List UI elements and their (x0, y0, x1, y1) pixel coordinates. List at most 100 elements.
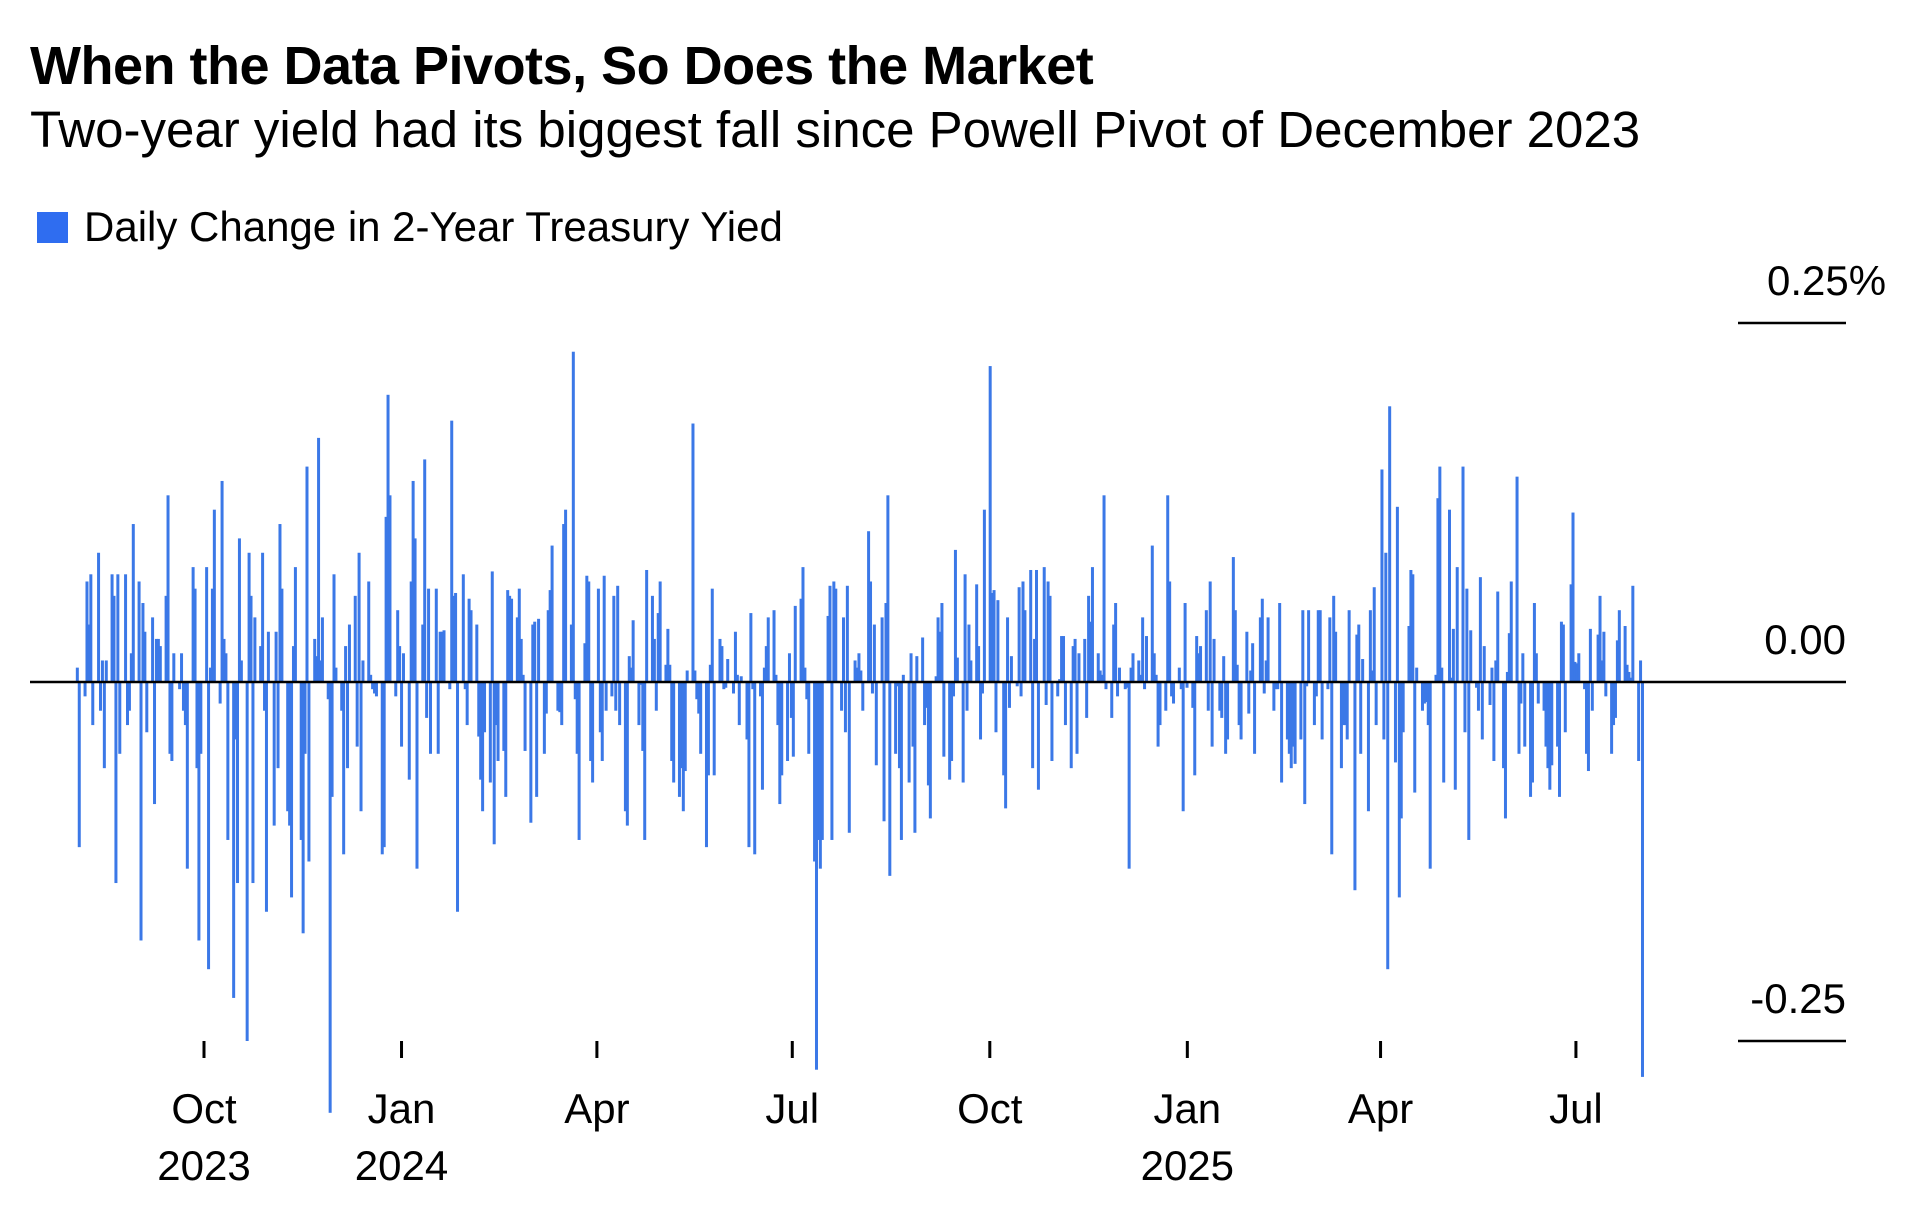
bar (654, 682, 658, 711)
bar (745, 682, 749, 740)
bar (100, 660, 104, 682)
bar (1071, 646, 1075, 682)
x-tick-label-month: Jul (765, 1085, 819, 1132)
x-tick-label-month: Jul (1549, 1085, 1603, 1132)
bar (1166, 495, 1170, 682)
bar (234, 682, 238, 740)
bar (278, 524, 282, 682)
bar (1154, 674, 1158, 682)
bar (1521, 653, 1525, 682)
bar (1442, 682, 1446, 783)
bar (519, 638, 523, 682)
bar (1386, 682, 1390, 970)
bar (398, 646, 402, 682)
bar (1206, 682, 1210, 711)
bar (143, 631, 147, 682)
bar (456, 682, 460, 912)
bar (1276, 682, 1280, 690)
bar (319, 660, 322, 682)
bar (967, 624, 971, 682)
bar (1085, 682, 1089, 718)
bar (340, 682, 344, 711)
bar (760, 682, 764, 790)
bar (245, 682, 249, 1041)
bar (1287, 682, 1291, 754)
bar (1291, 682, 1295, 747)
bar (452, 595, 456, 682)
bar (1438, 466, 1442, 682)
bar (1571, 512, 1575, 682)
bar (1407, 626, 1411, 682)
bar (1293, 682, 1297, 764)
bar (1625, 664, 1629, 682)
bar (1590, 682, 1594, 711)
bar (1449, 677, 1453, 682)
bar (872, 624, 876, 682)
bar (670, 682, 674, 761)
bar (1031, 682, 1035, 769)
bar (948, 682, 952, 780)
bar (979, 682, 983, 740)
bar (847, 682, 851, 833)
bar (1546, 682, 1550, 769)
bar (531, 624, 535, 682)
bar (251, 682, 255, 884)
bar (776, 682, 780, 726)
bar (172, 653, 176, 682)
bar (75, 667, 79, 682)
bar (1075, 682, 1079, 754)
bar (1090, 567, 1094, 682)
bar (637, 682, 641, 726)
bar (726, 659, 730, 682)
bar (1195, 636, 1199, 682)
bar (1150, 545, 1154, 682)
bar (934, 676, 938, 682)
x-tick-label-year: 2023 (157, 1142, 250, 1189)
bar (842, 617, 845, 682)
bar (1058, 679, 1062, 682)
bar (843, 682, 847, 733)
bar (1361, 659, 1365, 682)
bar (1183, 603, 1187, 682)
bars-group (75, 351, 1644, 1113)
bar (772, 610, 776, 682)
bar (535, 682, 539, 797)
bar (1542, 682, 1546, 711)
bar (704, 682, 708, 848)
bar (774, 674, 778, 682)
bar (602, 575, 606, 682)
bar (1556, 682, 1560, 747)
bar (1218, 682, 1222, 711)
bar (126, 682, 129, 726)
bar (98, 682, 102, 711)
bar (859, 670, 863, 682)
bar (977, 646, 981, 682)
bar (1563, 682, 1567, 733)
bar (317, 437, 321, 682)
bar (691, 423, 695, 682)
bar (1502, 682, 1506, 769)
bar (91, 682, 95, 726)
bar (191, 567, 195, 682)
bar (313, 638, 317, 682)
bar (830, 682, 834, 840)
bar (185, 682, 189, 869)
bar (1129, 667, 1133, 682)
bar (1515, 476, 1519, 682)
bar (1266, 617, 1270, 682)
bar (1424, 682, 1428, 703)
bar (1332, 595, 1336, 682)
bar (668, 664, 672, 682)
bar (1480, 682, 1484, 740)
bar (361, 660, 365, 682)
bar (840, 682, 844, 711)
bar (1258, 617, 1262, 682)
bar (1503, 682, 1507, 819)
bar (1532, 603, 1536, 682)
bar (1558, 682, 1561, 797)
bar (469, 610, 473, 682)
bar (344, 646, 348, 682)
bar (1453, 682, 1457, 790)
bar (380, 682, 384, 855)
bar (610, 682, 614, 697)
